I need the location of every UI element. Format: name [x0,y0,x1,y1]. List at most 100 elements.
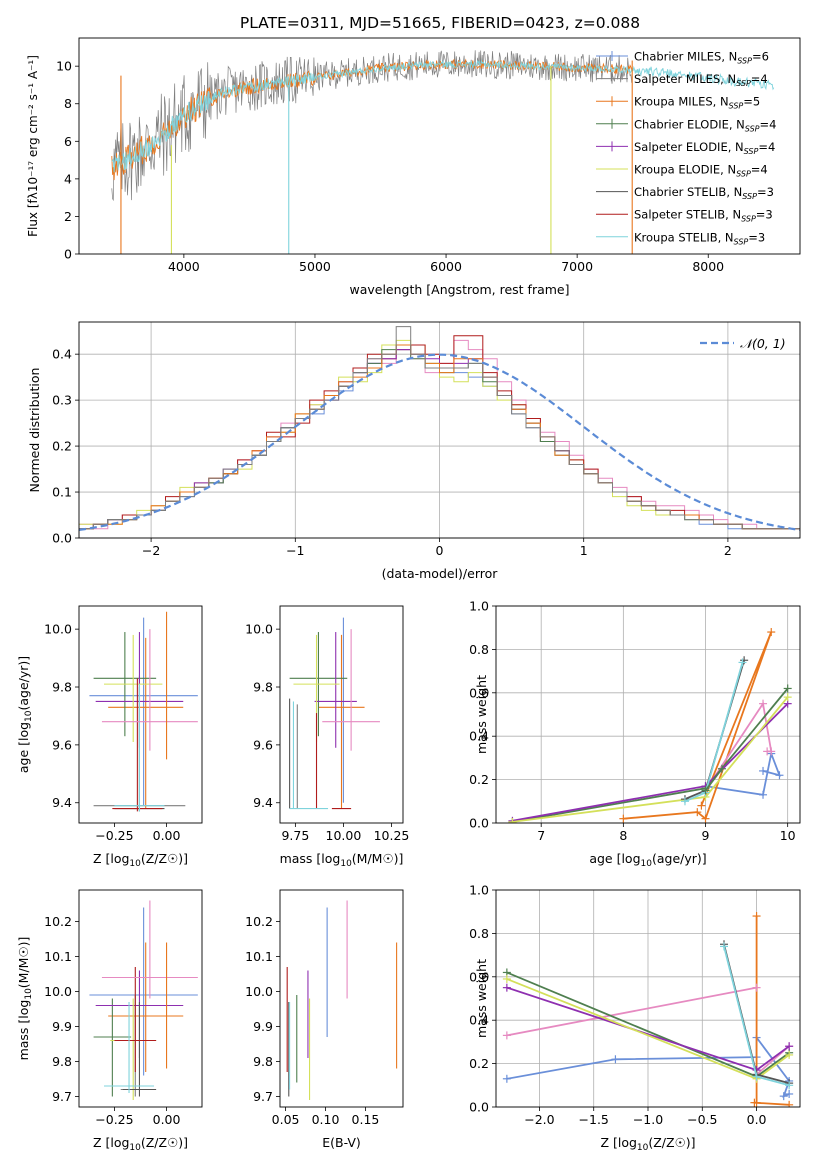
axis-label: E(B-V) [322,1135,361,1150]
observed-spectrum-line [111,50,633,202]
y-tick-label: 10.0 [44,622,72,637]
plot-area [89,611,198,812]
mass-vs-metallicity-panel: −0.25 0.00 9.7 9.8 9.9 10.0 10.1 10.2 Z [log10(Z… [16,889,203,1153]
x-tick-label: −1.5 [579,1112,609,1127]
legend-label: Salpeter MILES, NSSP=4 [634,72,768,88]
weight-line-kroupa_elodie [512,696,789,823]
y-tick-label: 9.8 [52,680,72,695]
legend-label: Chabrier MILES, NSSP=6 [634,50,769,66]
x-tick-label: 0.15 [352,1112,380,1127]
y-tick-label: 10.1 [245,949,273,964]
weight-line-salpeter_elodie [512,702,789,822]
y-tick-label: 9.4 [52,795,72,810]
y-tick-label: 0.2 [469,1056,489,1071]
y-tick-label: 0.6 [469,685,489,700]
x-tick-label: 5000 [299,259,331,274]
x-tick-label: 0.0 [747,1112,767,1127]
y-tick-label: 10.2 [245,914,273,929]
model-spectrum-kroupa-miles [111,58,633,181]
figure-title: PLATE=0311, MJD=51665, FIBERID=0423, z=0… [240,14,640,32]
y-tick-label: 9.7 [253,1089,273,1104]
y-tick-label: 10.0 [44,984,72,999]
axis-label: age [log10(age/yr)] [589,851,706,869]
y-axis-label: Normed distribution [27,368,42,493]
x-tick-label: 0.05 [272,1112,300,1127]
y-tick-label: 0.8 [469,642,489,657]
y-tick-label: 9.8 [52,1054,72,1069]
legend-label: Kroupa STELIB, NSSP=3 [634,230,765,246]
axis-label: age [log10(age/yr)] [16,656,34,773]
plot-area [111,50,775,254]
axes-frame [78,37,801,255]
legend-label: Kroupa MILES, NSSP=5 [634,95,760,111]
axis-label: Z [log10(Z/Z☉)] [93,851,188,869]
x-tick-label: 1 [580,543,588,558]
plot-area [289,617,380,810]
axes-frame [279,889,404,1108]
y-tick-label: 0.0 [469,1100,489,1115]
mass-weight-vs-metallicity-panel: −2.0 −1.5 −1.0 −0.5 0.0 0.0 0.2 0.4 0.6 0.8 1.0 Z [… [469,883,801,1153]
y-axis-label: mass weight [474,675,489,754]
y-tick-label: 9.4 [253,795,273,810]
x-tick-label: 0 [436,543,444,558]
x-tick-label: −0.25 [95,1112,133,1127]
legend-label: Chabrier ELODIE, NSSP=4 [634,117,776,133]
axes-frame [495,605,801,824]
x-axis-label: (data-model)/error [382,566,499,581]
weight-line-chabrier_elodie [704,768,723,792]
x-tick-label: 8 [619,828,627,843]
legend-label: Salpeter STELIB, NSSP=3 [634,208,773,224]
y-tick-label: 9.9 [253,1019,273,1034]
y-tick-label: 0.4 [469,729,489,744]
y-tick-label: 9.7 [52,1089,72,1104]
y-tick-label: 0.2 [469,772,489,787]
axis-label: mass [log10(M/M☉)] [280,851,404,869]
y-tick-label: 9.6 [253,737,273,752]
y-tick-label: 0.0 [52,531,72,546]
y-tick-label: 0.4 [52,347,72,362]
x-tick-label: 7 [537,828,545,843]
y-tick-label: 0.3 [52,393,72,408]
y-tick-label: 6 [64,134,72,149]
x-tick-label: 8000 [692,259,724,274]
y-tick-label: 4 [64,171,72,186]
y-tick-label: 0.1 [52,485,72,500]
y-tick-label: 10.1 [44,949,72,964]
y-tick-label: 1.0 [469,883,489,898]
x-tick-label: −1.0 [633,1112,663,1127]
y-tick-label: 9.9 [52,1019,72,1034]
y-tick-label: 2 [64,209,72,224]
x-tick-label: −2 [142,543,160,558]
y-tick-label: 10.2 [44,914,72,929]
plot-area [89,900,198,1100]
plot-area [508,628,792,823]
y-tick-label: 8 [64,96,72,111]
histogram-step-salpeter_miles [79,326,800,538]
x-tick-label: 6000 [430,259,462,274]
gaussian-curve [79,353,800,531]
y-axis-label: mass weight [474,959,489,1038]
axis-label: Z [log10(Z/Z☉)] [600,1135,695,1153]
y-tick-label: 0 [64,247,72,262]
plot-area [79,326,800,538]
y-tick-label: 0.8 [469,926,489,941]
x-tick-label: 7000 [561,259,593,274]
spectrum-panel: 4000 5000 6000 7000 8000 0 2 4 6 8 10 wavelength [A… [26,37,801,297]
x-tick-label: −0.25 [95,828,133,843]
age-vs-mass-panel: 9.75 10.00 10.25 9.4 9.6 9.8 10.0 mass [log10(M… [245,605,409,869]
y-tick-label: 9.8 [253,1054,273,1069]
mass-vs-ebv-panel: 0.05 0.10 0.15 9.7 9.8 9.9 10.0 10.1 10.2 E(B-V) [245,889,404,1150]
axis-label: Z [log10(Z/Z☉)] [93,1135,188,1153]
axes-frame [78,321,801,539]
x-tick-label: 10.00 [326,828,362,843]
model-extension-line [631,65,775,91]
y-tick-label: 0.2 [52,439,72,454]
mass-weight-vs-age-panel: 7 8 9 10 0.0 0.2 0.4 0.6 0.8 1.0 age [log10(age/yr… [469,599,801,869]
spectrum-legend: Chabrier MILES, NSSP=6 Salpeter MILES, NS… [596,50,776,246]
x-tick-label: 0.00 [153,1112,181,1127]
legend-label: Salpeter ELODIE, NSSP=4 [634,140,775,156]
x-tick-label: 9 [702,828,710,843]
x-tick-label: −1 [286,543,304,558]
weight-line-chabrier_elodie [512,687,789,823]
